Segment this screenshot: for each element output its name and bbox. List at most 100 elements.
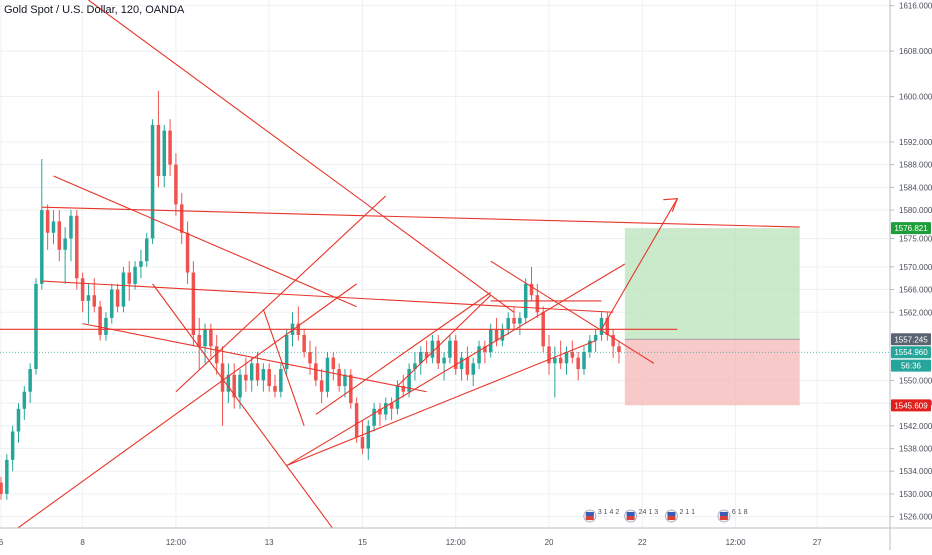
price-tags: 1576.821 1557.245 1554.960 56:36 1545.609: [891, 222, 931, 412]
trendline: [152, 283, 334, 528]
candle-body: [401, 386, 406, 392]
x-tick-label: 13: [265, 538, 274, 547]
price-tag-label: 56:36: [901, 362, 922, 371]
y-tick-label: 1562.000: [899, 308, 932, 317]
flag-icon-band: [719, 516, 728, 520]
candle-body: [16, 408, 21, 432]
trendline: [315, 291, 492, 415]
flag-icon-band: [585, 512, 594, 516]
candle-body: [261, 369, 266, 381]
trendline: [286, 263, 626, 467]
event-marker: 6 1 8: [717, 509, 748, 523]
event-marker-label: 24 1 3: [639, 509, 659, 516]
candle-body: [28, 369, 32, 392]
trendline: [262, 309, 305, 426]
trendline: [41, 206, 800, 228]
candle-body: [564, 352, 569, 364]
candle-body: [465, 357, 470, 375]
candle-body: [436, 340, 440, 364]
candle-body: [407, 369, 411, 392]
trendline: [41, 280, 614, 313]
flag-icon-band: [667, 516, 676, 520]
price-tag-current: 56:36: [891, 359, 931, 372]
price-tag-bg: [891, 222, 931, 235]
trendline: [88, 0, 515, 313]
candle-body: [459, 357, 464, 370]
trendlines: [0, 0, 800, 528]
event-marker-label: 2 1 1: [679, 509, 695, 516]
candle-body: [98, 306, 102, 335]
candle-body: [209, 329, 213, 347]
candle-body: [63, 238, 67, 250]
candle-body: [325, 357, 330, 392]
price-tag-target: 1576.821: [891, 222, 931, 235]
event-markers: 3 1 4 2 24 1 3 2 1 1 6 1 8: [583, 509, 748, 523]
price-tag-label: 1545.609: [894, 401, 928, 410]
candle-body: [354, 403, 359, 438]
candle-body: [75, 215, 79, 279]
candle-body: [331, 357, 336, 370]
candle-body: [302, 334, 306, 352]
candle-body: [535, 295, 540, 313]
event-marker: 3 1 4 2: [583, 509, 619, 523]
candle-body: [308, 352, 312, 364]
candle-body: [156, 124, 161, 176]
trendline: [286, 340, 596, 467]
candle-body: [104, 317, 108, 335]
candle-body: [500, 329, 505, 341]
candle-body: [384, 403, 388, 415]
candle-body: [244, 374, 248, 381]
trendline: [53, 175, 357, 308]
candle-body: [506, 317, 510, 330]
candle-body: [413, 363, 417, 370]
candle-body: [121, 272, 126, 307]
y-tick-label: 1580.000: [899, 206, 932, 215]
y-tick-label: 1570.000: [899, 263, 932, 272]
flag-icon-band: [667, 512, 676, 516]
candle-body: [139, 261, 143, 267]
candle-body: [453, 340, 458, 370]
candle-body: [127, 272, 132, 284]
candle-body: [284, 334, 289, 370]
candle-body: [174, 164, 178, 205]
candle-body: [0, 482, 3, 494]
candle-body: [314, 363, 318, 381]
candle-body: [553, 357, 557, 364]
candle-body: [343, 374, 347, 387]
price-tag-bg: [891, 333, 931, 346]
candle-body: [80, 278, 85, 301]
candle-body: [372, 408, 376, 426]
stop-zone: [624, 339, 800, 406]
flag-icon-band: [719, 512, 728, 516]
candle-body: [150, 124, 155, 239]
candle-body: [430, 340, 435, 358]
candles: [0, 90, 621, 500]
event-marker: 2 1 1: [665, 509, 695, 523]
candle-body: [197, 334, 201, 347]
y-tick-label: 1534.000: [899, 467, 932, 476]
candle-body: [86, 295, 91, 301]
candle-body: [232, 374, 236, 398]
candle-body: [162, 130, 166, 176]
y-tick-label: 1592.000: [899, 138, 932, 147]
candle-body: [518, 317, 522, 324]
candle-body: [424, 352, 429, 358]
x-tick-label: 8: [80, 538, 85, 547]
y-tick-label: 1530.000: [899, 490, 932, 499]
x-tick-label: 22: [638, 538, 647, 547]
candle-body: [203, 329, 207, 347]
candle-body: [92, 295, 97, 307]
candle-body: [57, 221, 62, 250]
flag-icon-band: [626, 516, 635, 520]
position-zones: [0, 228, 890, 406]
candle-body: [10, 431, 15, 460]
candle-body: [395, 386, 400, 409]
candle-body: [483, 346, 487, 352]
x-tick-label: 20: [545, 538, 554, 547]
candle-body: [279, 369, 283, 392]
trendline: [490, 260, 655, 364]
candle-body: [588, 340, 592, 352]
candle-body: [133, 266, 137, 284]
